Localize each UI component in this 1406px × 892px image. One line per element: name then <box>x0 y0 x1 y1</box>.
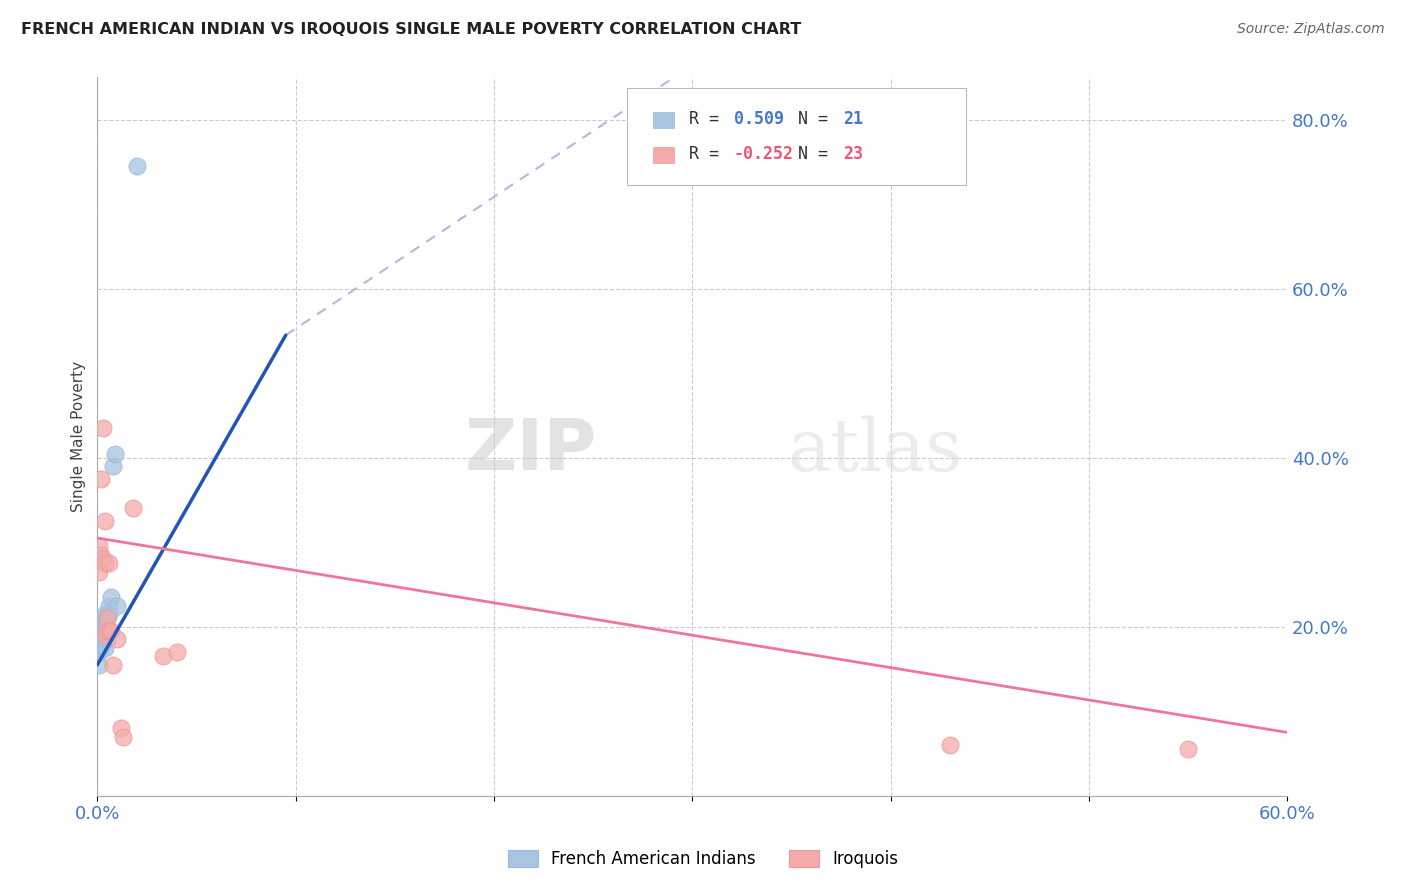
Point <box>94 628 117 642</box>
Point <box>98 599 121 613</box>
Point <box>166 645 188 659</box>
Legend: French American Indians, Iroquois: French American Indians, Iroquois <box>501 843 905 875</box>
Point <box>96 611 118 625</box>
Point <box>96 611 118 625</box>
Point <box>100 624 122 638</box>
Text: -0.252: -0.252 <box>734 145 794 163</box>
Point <box>90 632 112 647</box>
Point <box>90 472 112 486</box>
Point <box>89 540 111 554</box>
Point <box>91 611 114 625</box>
Text: 0.509: 0.509 <box>734 110 785 128</box>
FancyBboxPatch shape <box>627 88 966 186</box>
FancyBboxPatch shape <box>652 112 675 128</box>
Point <box>96 624 118 638</box>
FancyBboxPatch shape <box>652 147 675 163</box>
Text: N =: N = <box>799 110 838 128</box>
Point <box>112 730 135 744</box>
Point <box>98 624 121 638</box>
Point <box>104 446 127 460</box>
Point <box>110 721 132 735</box>
Point <box>91 552 114 566</box>
Point <box>103 657 125 672</box>
Text: R =: R = <box>689 145 728 163</box>
Point <box>105 599 128 613</box>
Text: R =: R = <box>689 110 728 128</box>
Text: atlas: atlas <box>787 416 963 486</box>
Text: FRENCH AMERICAN INDIAN VS IROQUOIS SINGLE MALE POVERTY CORRELATION CHART: FRENCH AMERICAN INDIAN VS IROQUOIS SINGL… <box>21 22 801 37</box>
Point <box>1177 742 1199 756</box>
Point <box>94 620 117 634</box>
Text: 21: 21 <box>844 110 863 128</box>
Point <box>89 565 111 579</box>
Point <box>91 421 114 435</box>
Text: 23: 23 <box>844 145 863 163</box>
Point <box>98 607 121 621</box>
Point <box>96 632 118 647</box>
Point <box>125 159 148 173</box>
Point <box>939 738 962 752</box>
Point <box>94 607 117 621</box>
Point <box>96 620 118 634</box>
Point <box>152 649 174 664</box>
Text: Source: ZipAtlas.com: Source: ZipAtlas.com <box>1237 22 1385 37</box>
Point <box>94 557 117 571</box>
Point <box>94 514 117 528</box>
Point <box>91 624 114 638</box>
Point <box>103 459 125 474</box>
Point <box>91 620 114 634</box>
Point <box>89 657 111 672</box>
Text: ZIP: ZIP <box>465 417 598 485</box>
Point <box>94 624 117 638</box>
Y-axis label: Single Male Poverty: Single Male Poverty <box>72 361 86 512</box>
Point <box>122 501 145 516</box>
Point <box>89 645 111 659</box>
Point <box>94 640 117 655</box>
Point <box>105 632 128 647</box>
Text: N =: N = <box>799 145 838 163</box>
Point <box>98 557 121 571</box>
Point <box>90 640 112 655</box>
Point <box>100 590 122 604</box>
Point <box>90 548 112 562</box>
